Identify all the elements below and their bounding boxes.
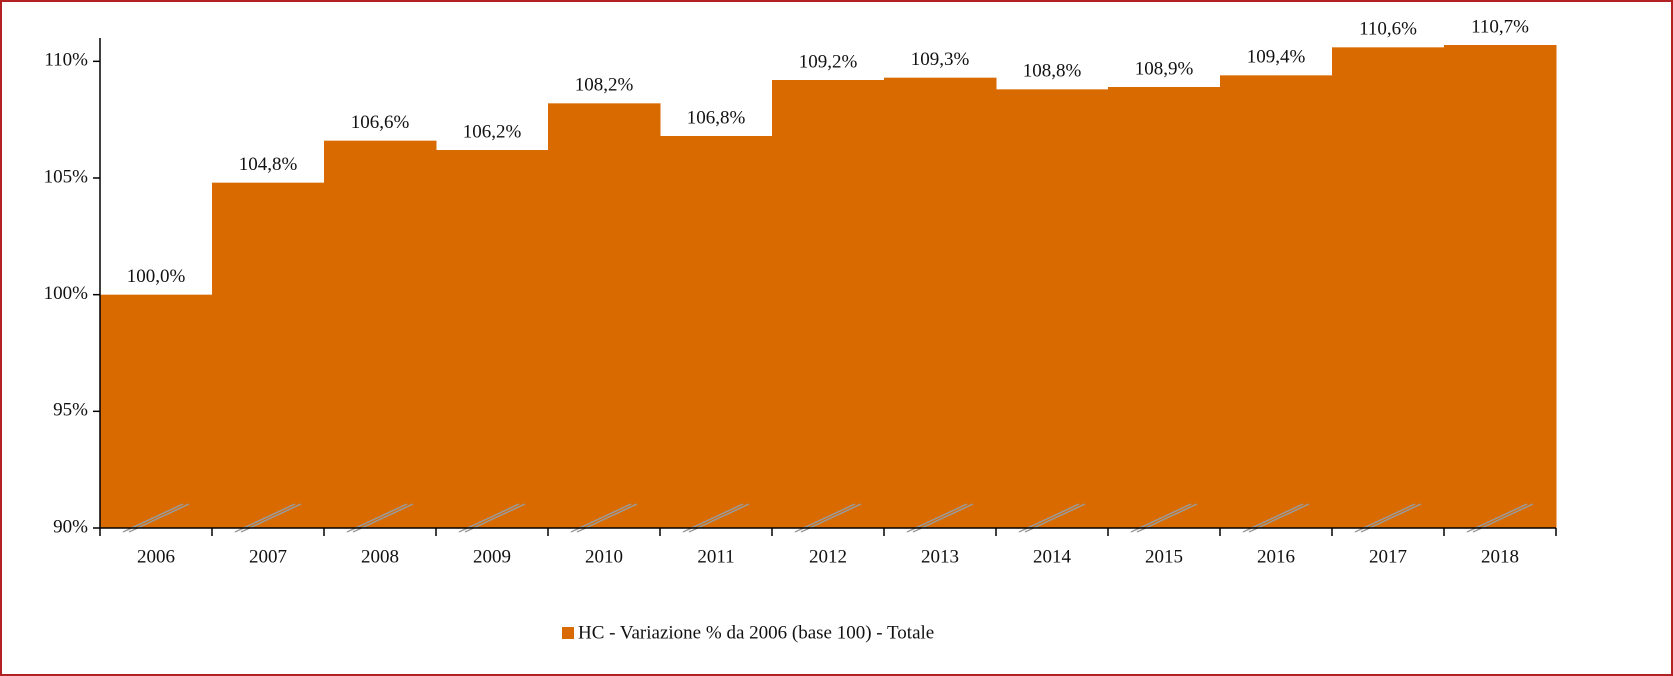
value-label: 110,7% [1471, 16, 1529, 37]
bar [1220, 75, 1333, 528]
value-label: 100,0% [127, 266, 186, 287]
y-tick-label: 110% [44, 50, 88, 71]
value-label: 104,8% [239, 154, 298, 175]
y-tick-label: 95% [53, 400, 88, 421]
x-tick-label: 2009 [473, 546, 511, 567]
x-tick-label: 2011 [697, 546, 734, 567]
bar [772, 80, 885, 528]
bar [1108, 87, 1221, 528]
x-tick-label: 2015 [1145, 546, 1183, 567]
x-tick-label: 2010 [585, 546, 623, 567]
legend-label: HC - Variazione % da 2006 (base 100) - T… [578, 622, 934, 643]
value-label: 109,2% [799, 51, 858, 72]
x-tick-label: 2007 [249, 546, 287, 567]
value-label: 106,2% [463, 121, 522, 142]
x-tick-label: 2018 [1481, 546, 1519, 567]
bar [324, 140, 437, 528]
x-tick-label: 2016 [1257, 546, 1295, 567]
bar [996, 89, 1109, 528]
value-label: 109,4% [1247, 47, 1306, 68]
bar [1444, 45, 1557, 528]
bar [212, 182, 325, 528]
value-label: 106,8% [687, 107, 746, 128]
value-label: 110,6% [1359, 19, 1417, 40]
x-tick-label: 2017 [1369, 546, 1407, 567]
x-tick-label: 2008 [361, 546, 399, 567]
legend-swatch [562, 627, 574, 639]
bar [100, 294, 213, 528]
value-label: 108,9% [1135, 58, 1194, 79]
y-tick-label: 100% [44, 283, 89, 304]
x-tick-label: 2012 [809, 546, 847, 567]
value-label: 108,2% [575, 75, 634, 96]
value-label: 106,6% [351, 112, 410, 133]
bar [884, 77, 997, 529]
x-tick-label: 2006 [137, 546, 175, 567]
bar [548, 103, 661, 528]
x-tick-label: 2013 [921, 546, 959, 567]
bar [660, 136, 773, 528]
value-label: 108,8% [1023, 61, 1082, 82]
x-tick-label: 2014 [1033, 546, 1072, 567]
bar [1332, 47, 1445, 528]
bar [436, 150, 549, 528]
y-tick-label: 90% [53, 516, 88, 537]
value-label: 109,3% [911, 49, 970, 70]
y-tick-label: 105% [44, 166, 89, 187]
